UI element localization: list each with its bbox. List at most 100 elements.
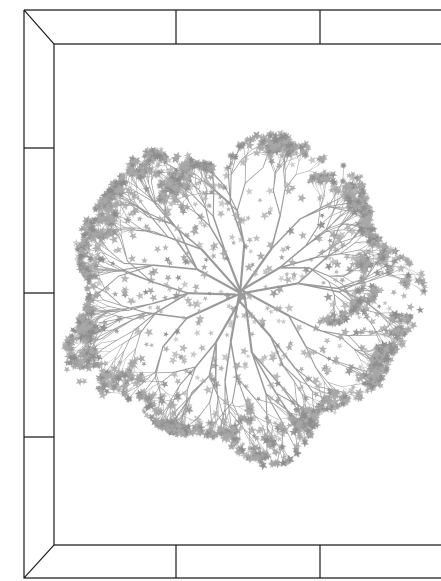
branch (183, 195, 190, 202)
leaf (316, 403, 325, 412)
branch (135, 204, 151, 217)
branch (97, 300, 110, 307)
leaf (325, 398, 334, 407)
branch (342, 276, 353, 283)
branch (155, 346, 164, 372)
branch (167, 408, 171, 417)
leaf (64, 339, 73, 348)
branch (305, 346, 317, 369)
branch (99, 326, 120, 337)
branch (338, 209, 348, 219)
branch (299, 206, 329, 220)
branch (99, 278, 107, 293)
leaf (150, 400, 158, 408)
branch (128, 179, 132, 190)
leaf (331, 389, 338, 396)
leaf (387, 315, 397, 324)
leaf (320, 153, 328, 161)
leaf (169, 418, 176, 425)
branch (245, 433, 250, 443)
leaf (265, 439, 274, 448)
leaf (158, 421, 167, 430)
leaf (360, 373, 366, 379)
leaf (296, 420, 305, 429)
leaf (312, 408, 319, 415)
branch (311, 398, 320, 402)
branch (94, 316, 100, 322)
leaf (125, 395, 133, 403)
tree-canopy (60, 129, 429, 471)
branch (103, 339, 118, 349)
leaf (89, 224, 97, 231)
branch (363, 351, 369, 357)
leaf (421, 283, 429, 291)
leaf (408, 312, 414, 319)
branch (283, 155, 289, 170)
branch (126, 260, 152, 283)
leaf (376, 375, 382, 381)
branch (115, 315, 134, 320)
branch (104, 315, 116, 321)
branch (123, 229, 144, 231)
leaf (271, 143, 279, 151)
leaf (120, 389, 129, 399)
branch (196, 174, 207, 184)
leaf (193, 160, 202, 169)
leaf (413, 276, 423, 286)
leaf (238, 142, 245, 150)
leaf (242, 137, 252, 147)
branch (362, 354, 370, 359)
branch (333, 195, 335, 203)
leaf (106, 212, 116, 222)
branch (319, 194, 326, 210)
leaf (268, 437, 278, 448)
leaf (140, 373, 145, 379)
leaf (390, 327, 398, 335)
branch (339, 242, 356, 255)
branch (182, 406, 187, 418)
leaf (108, 206, 115, 213)
leaf (114, 199, 120, 206)
leaf (287, 414, 295, 422)
leaf (261, 136, 271, 145)
leaf (124, 369, 133, 377)
leaf (185, 428, 192, 435)
leaf (227, 442, 235, 451)
leaf (152, 171, 161, 179)
leaf (321, 168, 328, 175)
leaf (152, 146, 161, 156)
leaf (276, 129, 286, 139)
leaf (96, 215, 103, 222)
branch (117, 222, 125, 228)
leaf (90, 363, 97, 370)
leaf (279, 137, 290, 148)
leaf (346, 172, 353, 179)
branch (99, 326, 120, 340)
branch (323, 185, 325, 196)
leaf (418, 277, 425, 284)
branch (145, 386, 153, 393)
branch (315, 184, 320, 195)
leaf (97, 387, 105, 396)
branch (360, 359, 365, 370)
branch (327, 206, 348, 212)
leaf (371, 351, 382, 361)
leaf (184, 169, 190, 175)
branch (236, 182, 246, 212)
leaf (74, 317, 84, 327)
branch (348, 330, 368, 337)
branch (103, 299, 122, 306)
leaf (144, 150, 153, 158)
branch (169, 384, 181, 402)
branch (116, 350, 125, 368)
leaf (323, 401, 333, 412)
leaf (210, 435, 217, 441)
leaf (79, 336, 88, 345)
leaf (171, 197, 179, 205)
leaf (187, 156, 195, 164)
leaf (157, 181, 165, 189)
leaf (168, 172, 178, 183)
leaf (357, 173, 364, 180)
branch (200, 248, 241, 293)
leaf (366, 384, 377, 394)
